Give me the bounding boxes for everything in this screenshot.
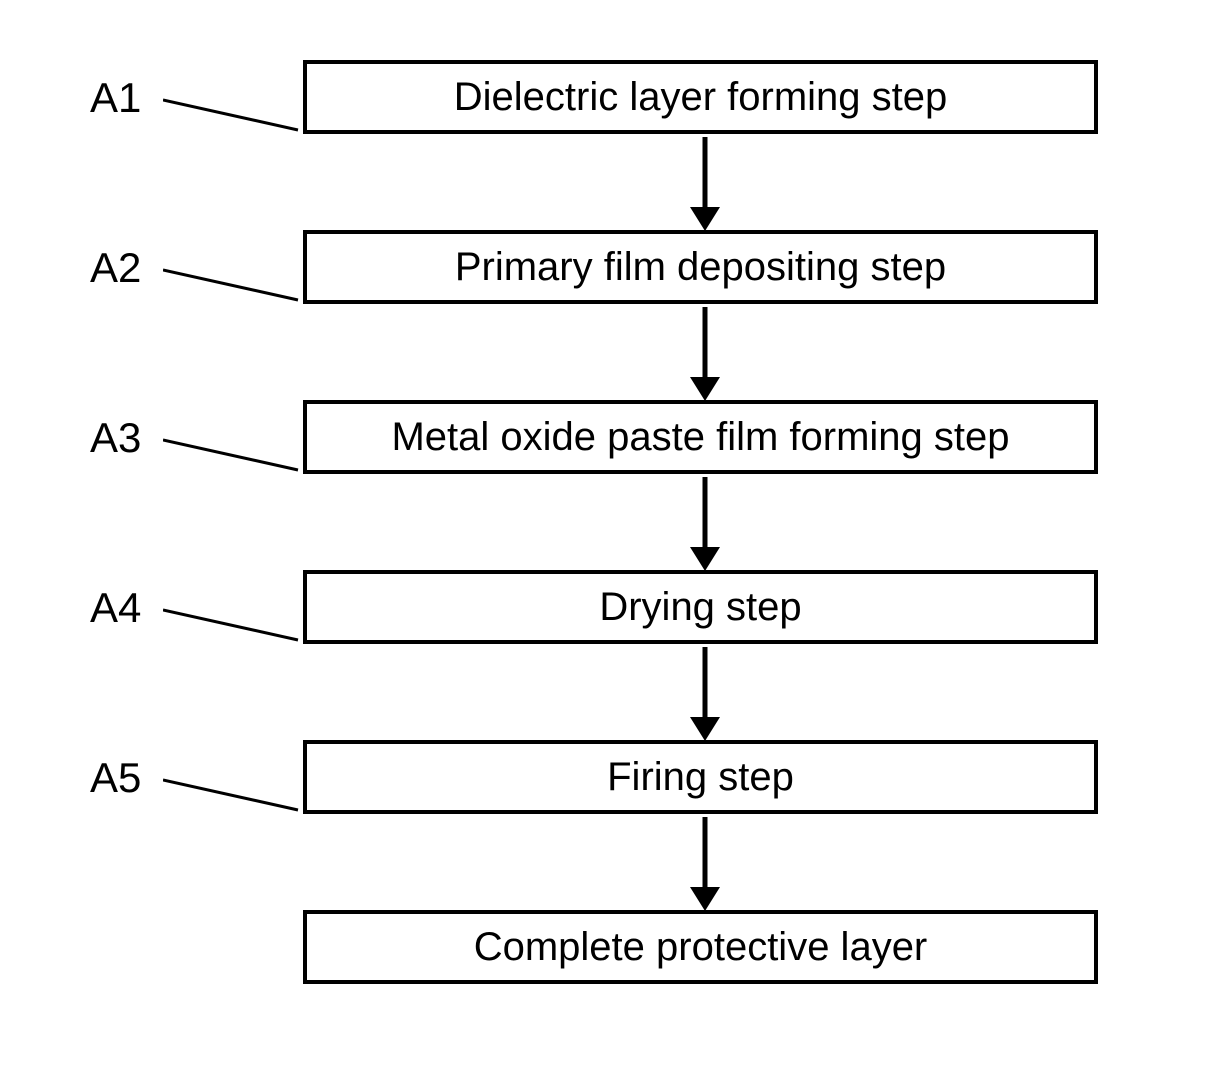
step-text-4: Drying step [599, 585, 801, 630]
step-connector-4 [163, 602, 308, 642]
step-box-4: Drying step [303, 570, 1098, 644]
step-box-2: Primary film depositing step [303, 230, 1098, 304]
step-text-5: Firing step [607, 755, 794, 800]
step-connector-3 [163, 432, 308, 472]
step-row-1: A1 Dielectric layer forming step [95, 60, 1115, 140]
arrow-3 [95, 480, 1115, 570]
step-label-3: A3 [90, 414, 141, 462]
step-connector-1 [163, 92, 308, 132]
final-text: Complete protective layer [474, 925, 928, 970]
step-label-5: A5 [90, 754, 141, 802]
step-box-3: Metal oxide paste film forming step [303, 400, 1098, 474]
step-label-1: A1 [90, 74, 141, 122]
step-label-2: A2 [90, 244, 141, 292]
final-box: Complete protective layer [303, 910, 1098, 984]
step-text-3: Metal oxide paste film forming step [391, 415, 1009, 460]
arrow-2 [95, 310, 1115, 400]
final-row: Complete protective layer [95, 910, 1115, 990]
flowchart-container: A1 Dielectric layer forming step A2 Prim… [95, 60, 1115, 990]
step-connector-5 [163, 772, 308, 812]
step-connector-2 [163, 262, 308, 302]
step-text-2: Primary film depositing step [455, 245, 946, 290]
arrow-5 [95, 820, 1115, 910]
arrow-1 [95, 140, 1115, 230]
arrow-4 [95, 650, 1115, 740]
step-row-4: A4 Drying step [95, 570, 1115, 650]
step-text-1: Dielectric layer forming step [454, 75, 948, 120]
step-box-1: Dielectric layer forming step [303, 60, 1098, 134]
step-row-3: A3 Metal oxide paste film forming step [95, 400, 1115, 480]
step-row-2: A2 Primary film depositing step [95, 230, 1115, 310]
step-row-5: A5 Firing step [95, 740, 1115, 820]
step-label-4: A4 [90, 584, 141, 632]
step-box-5: Firing step [303, 740, 1098, 814]
